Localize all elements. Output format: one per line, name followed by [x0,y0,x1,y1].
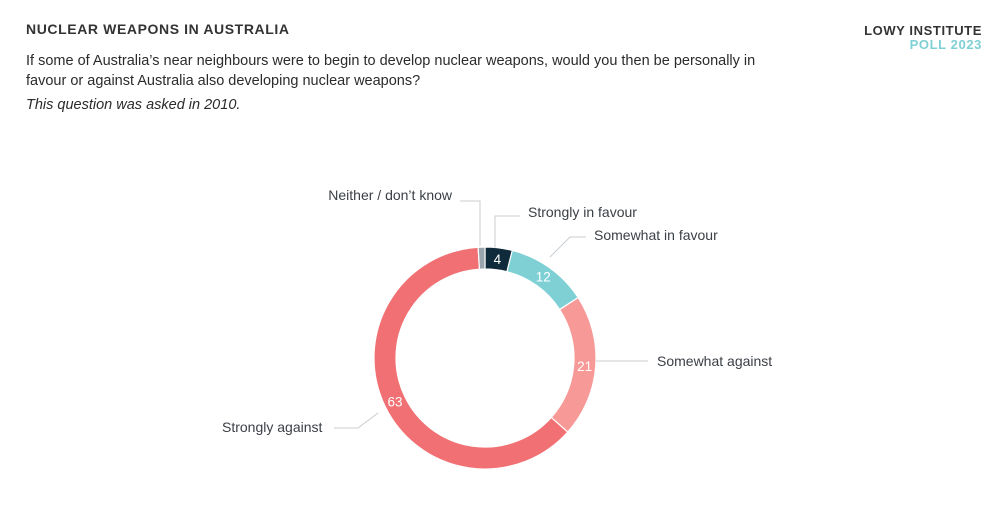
category-label-strongly-against: Strongly against [222,419,323,435]
slice-labels: Strongly in favour Somewhat in favour Some… [222,187,772,435]
leader-line-neither-don-t-know [460,200,481,246]
value-label-strongly-against: 63 [387,395,402,410]
slice-strongly-against [373,246,569,470]
value-label-strongly-in-favour: 4 [494,252,502,267]
category-label-somewhat-against: Somewhat against [657,353,772,369]
survey-question: If some of Australia’s near neighbours w… [26,53,756,89]
slice-values: 4 12 21 63 [387,252,592,410]
brand-org: LOWY INSTITUTE [864,23,982,38]
category-label-neither-don-t-know: Neither / don’t know [328,187,453,203]
brand-logo: LOWY INSTITUTE POLL 2023 [864,24,982,52]
leader-line-somewhat-in-favour [549,236,586,258]
value-label-somewhat-against: 21 [577,359,592,374]
donut-slices [373,246,597,470]
brand-poll: POLL 2023 [909,37,982,52]
slice-neither-don-t-know [477,246,486,270]
chart-title: NUCLEAR WEAPONS IN AUSTRALIA [26,21,290,37]
category-label-strongly-in-favour: Strongly in favour [528,204,637,220]
leader-line-strongly-in-favour [494,215,520,248]
value-label-somewhat-in-favour: 12 [536,270,551,285]
leader-line-strongly-against [334,412,379,429]
survey-note: This question was asked in 2010. [26,97,241,113]
category-label-somewhat-in-favour: Somewhat in favour [594,227,718,243]
label-leaders [334,200,648,429]
